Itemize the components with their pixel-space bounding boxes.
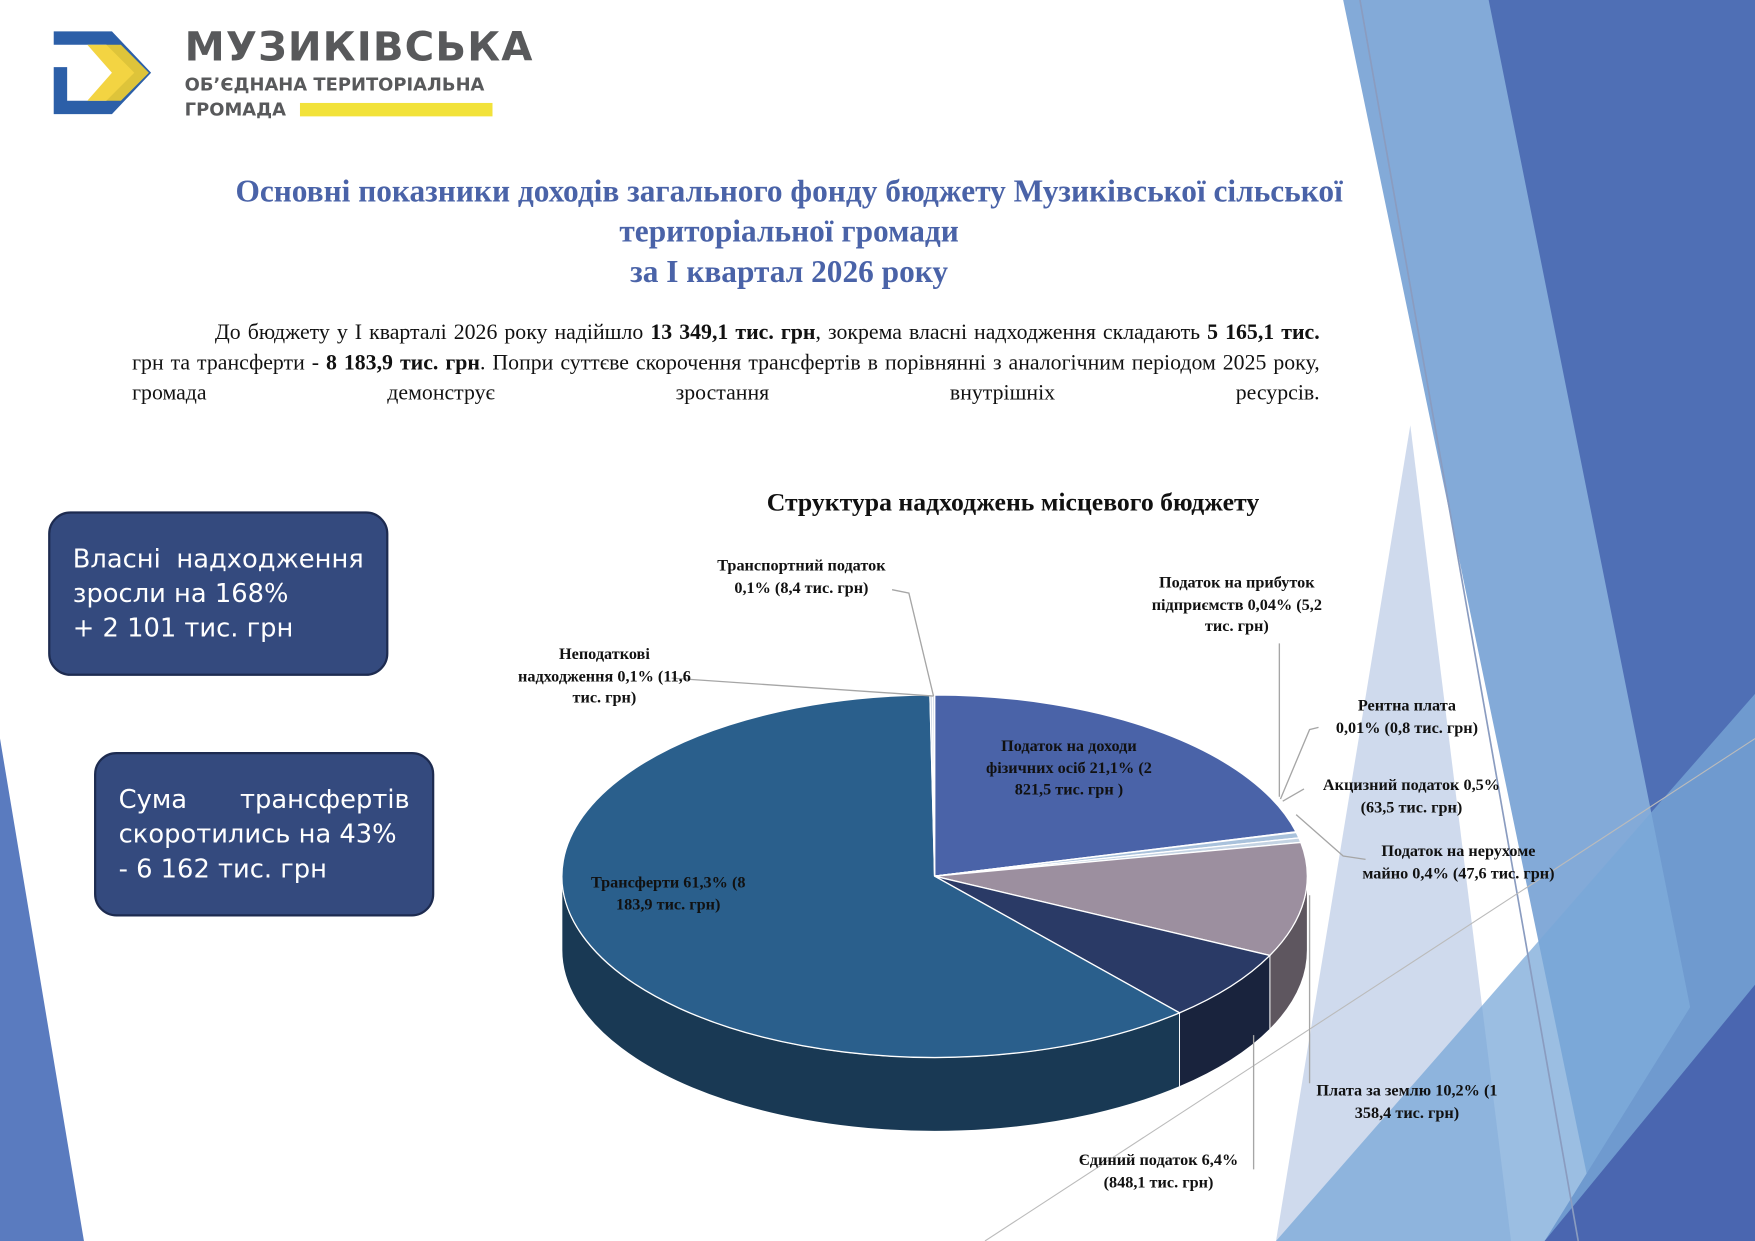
- decor: [1359, 0, 1580, 1241]
- box-line: Власні надходження: [72, 544, 364, 575]
- label-category: Рентна плата: [1357, 697, 1457, 716]
- chart-title: Структура надходжень місцевого бюджету: [766, 487, 1260, 516]
- leader-line: [1279, 726, 1319, 800]
- decor: [1276, 425, 1512, 1241]
- label-value: 0,04% (5,2 тис. грн): [1204, 595, 1322, 636]
- title: Основні показники доходів загального фон…: [235, 174, 1343, 210]
- data-label: Податок на нерухоме майно 0,4% (47,6 тис…: [1361, 841, 1557, 885]
- data-label: Податок на прибуток підприємств 0,04% (5…: [1136, 573, 1337, 638]
- pie-slice: [561, 694, 1182, 1132]
- label-value: 0,4% (47,6 тис. грн): [1412, 864, 1555, 883]
- leader-line: [1295, 814, 1366, 861]
- data-label: Трансферти 61,3% (8 183,9 тис. грн): [572, 873, 765, 917]
- slice-top: [561, 694, 1182, 1059]
- text-bold: 5 165,1 тис.: [1207, 321, 1320, 345]
- label-value: 0,1% (11,6 тис. грн): [572, 667, 691, 708]
- label-value: 10,2% (1 358,4 тис. грн): [1354, 1082, 1498, 1122]
- label-value: 61,3% (8 183,9 тис. грн): [616, 873, 746, 914]
- label-category: Транспортний податок: [717, 557, 886, 576]
- label-value: 0,01% (0,8 тис. грн): [1335, 718, 1479, 737]
- text: грн та трансферти -: [132, 351, 326, 375]
- label-category: Податок на доходи фізичних осіб: [985, 737, 1137, 778]
- logo-text: ОБ’ЄДНАНА ТЕРИТОРІАЛЬНА: [184, 73, 485, 96]
- data-label: Акцизний податок 0,5% (63,5 тис. грн): [1305, 775, 1518, 819]
- data-label: Неподаткові надходження 0,1% (11,6 тис. …: [512, 645, 697, 710]
- leader-line: [1282, 788, 1305, 802]
- highlight-box: Власні надходження зросли на 168% + 2 10…: [48, 511, 389, 676]
- label-value: 6,4% (848,1 тис. грн): [1103, 1151, 1239, 1192]
- label-value: 0,1% (8,4 тис. грн): [734, 579, 869, 597]
- slice-top: [933, 694, 1298, 877]
- leader-lines: [671, 589, 1366, 1170]
- label-category: Трансферти: [590, 873, 680, 892]
- intro-text: До бюджету у І кварталі 2026 року надійш…: [132, 318, 1320, 409]
- label-category: Неподаткові надходження: [518, 645, 650, 686]
- box-line: - 6 162 тис. грн: [118, 854, 327, 885]
- text-bold: 13 349,1 тис. грн: [650, 321, 816, 345]
- label-category: Податок на нерухоме майно: [1362, 842, 1536, 883]
- label-value: 0,5% (63,5 тис. грн): [1360, 776, 1500, 817]
- box-line: зросли на 168%: [72, 579, 289, 609]
- label-category: Акцизний податок: [1322, 776, 1460, 795]
- box-line: Сума трансфертів: [118, 785, 410, 815]
- title: територіальної громади: [619, 214, 959, 250]
- data-label: Рентна плата 0,01% (0,8 тис. грн): [1317, 696, 1496, 740]
- logo-mark: [87, 44, 149, 101]
- label-category: Плата за землю: [1316, 1082, 1432, 1100]
- logo-text: ГРОМАДА: [184, 98, 286, 120]
- text: До бюджету у І кварталі 2026 року надійш…: [214, 321, 651, 345]
- text: , зокрема власні надходження складають: [815, 321, 1208, 345]
- label-category: Єдиний податок: [1078, 1151, 1198, 1170]
- data-label: Податок на доходи фізичних осіб 21,1% (2…: [969, 736, 1168, 801]
- highlight-box: Сума трансфертів скоротились на 43% - 6 …: [94, 751, 435, 917]
- data-label: Плата за землю 10,2% (1 358,4 тис. грн): [1306, 1081, 1507, 1125]
- box-line: скоротились на 43%: [118, 820, 397, 850]
- data-label: Транспортний податок 0,1% (8,4 тис. грн): [695, 556, 908, 600]
- logo-name: МУЗИКІВСЬКА: [184, 24, 534, 71]
- decor: [0, 738, 84, 1241]
- label-value: 21,1% (2 821,5 тис. грн ): [1014, 759, 1152, 799]
- decor: [984, 738, 1755, 1241]
- label-category: Податок на прибуток підприємств: [1151, 574, 1315, 614]
- leader-line: [671, 677, 934, 697]
- pie-slice: [933, 694, 1298, 877]
- box-line: + 2 101 тис. грн: [72, 614, 294, 644]
- logo-bar: [299, 102, 493, 117]
- slice-top: [934, 875, 1272, 1014]
- data-label: Єдиний податок 6,4% (848,1 тис. грн): [1061, 1150, 1257, 1194]
- text: . Попри суттєве скорочення трансфертів в…: [132, 351, 1320, 406]
- text-bold: 8 183,9 тис. грн: [325, 351, 480, 375]
- title: за І квартал 2026 року: [630, 255, 949, 290]
- slice-top: [934, 841, 1308, 957]
- pie-chart: [561, 694, 1308, 1132]
- leader-line: [891, 589, 935, 697]
